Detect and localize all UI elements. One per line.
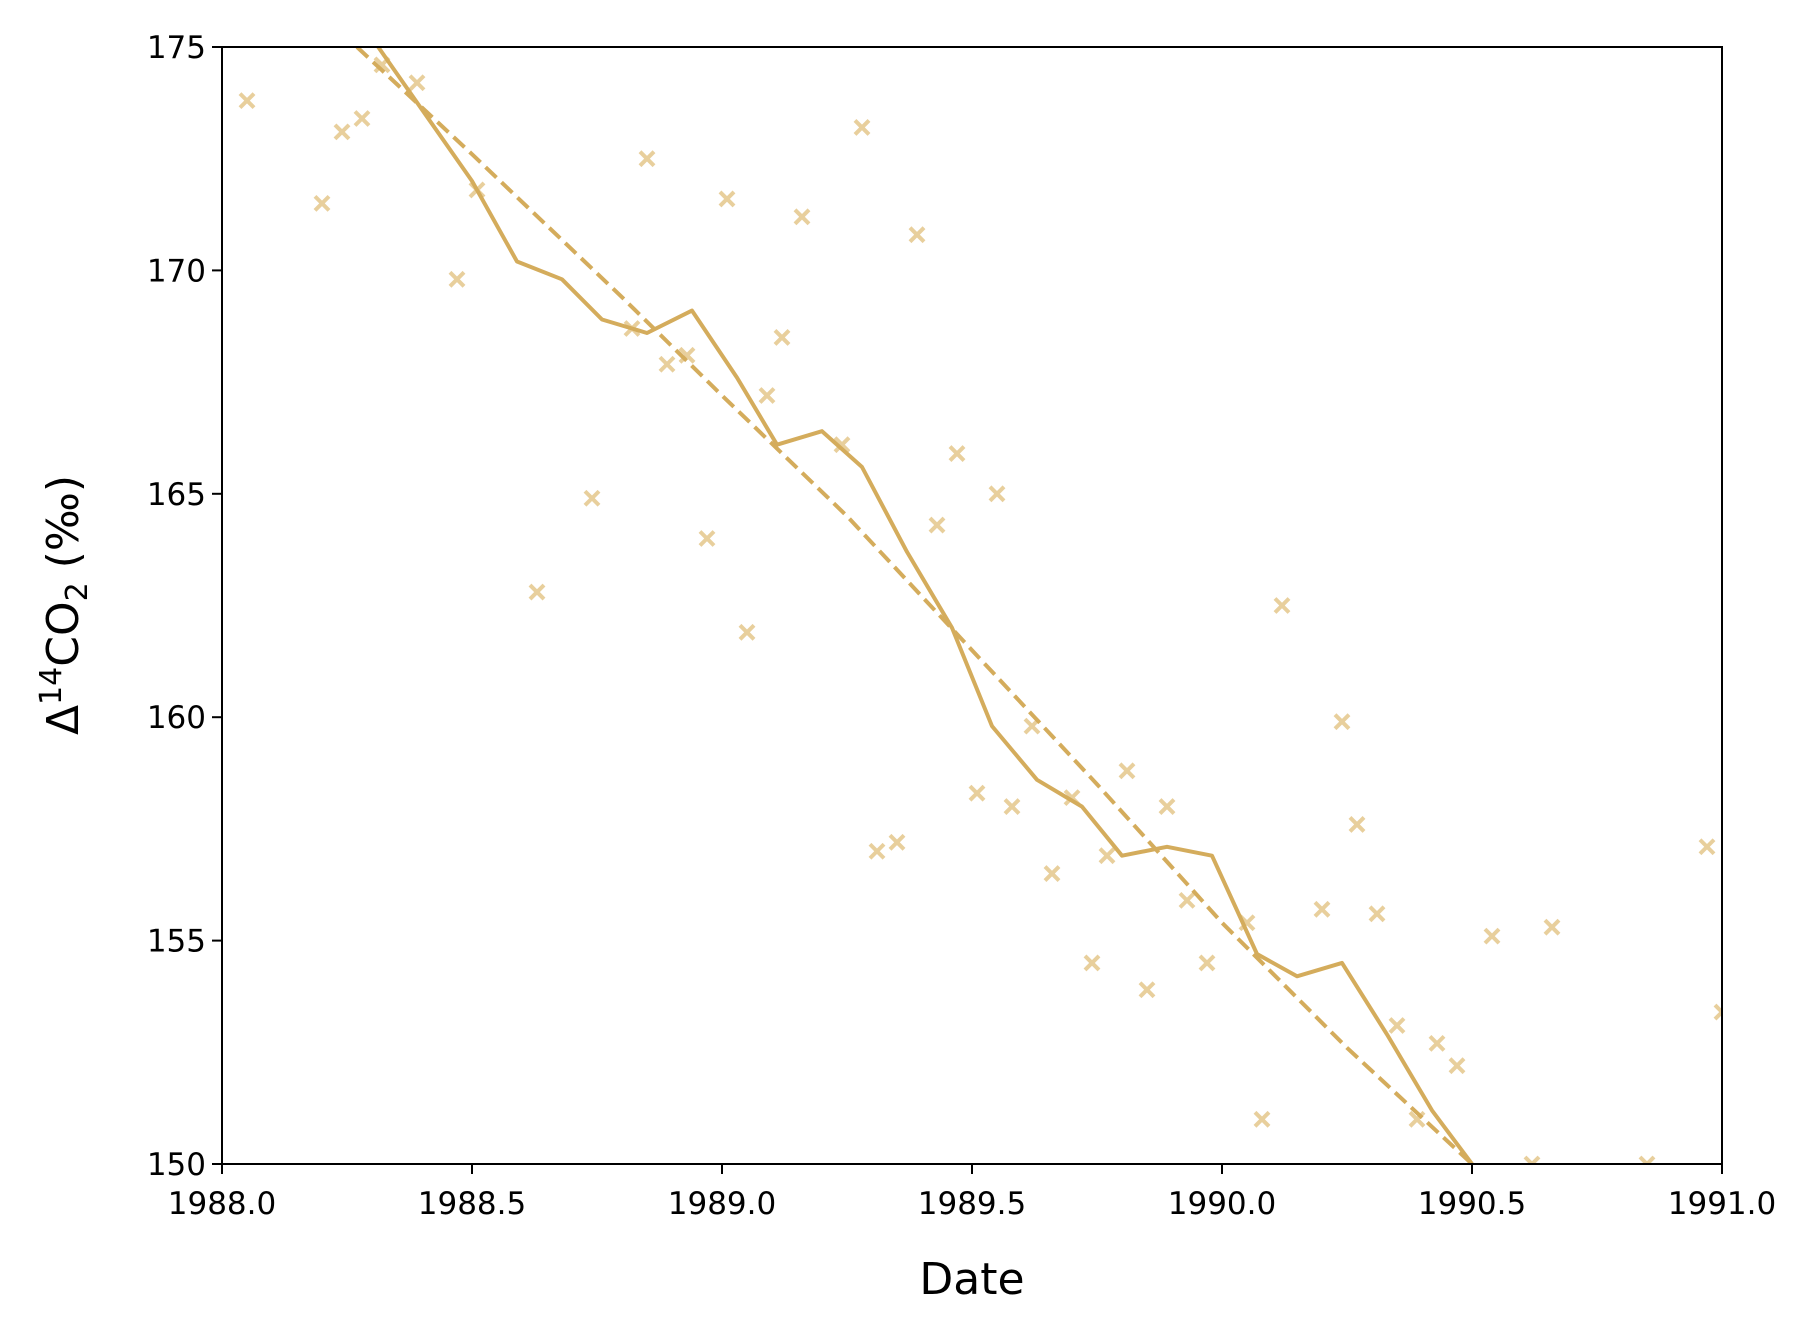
data-point-marker (718, 190, 736, 208)
data-point-marker (908, 226, 926, 244)
series-layer (238, 47, 1722, 1164)
data-point-marker (1428, 1034, 1446, 1052)
x-tick-label: 1989.5 (918, 1186, 1026, 1222)
y-tick-label: 175 (147, 30, 206, 66)
data-point-marker (1698, 838, 1716, 856)
data-point-marker (1483, 927, 1501, 945)
y-axis-title-prefix: Δ (38, 705, 89, 735)
y-axis-title: Δ14CO2 (‰) (34, 475, 95, 735)
data-point-marker (1333, 713, 1351, 731)
data-point-marker (353, 110, 371, 127)
data-point-marker (1043, 865, 1061, 882)
data-point-marker (1178, 891, 1196, 909)
data-point-marker (333, 123, 351, 141)
data-point-marker (758, 387, 776, 404)
data-point-marker (988, 485, 1006, 503)
data-point-marker (1138, 981, 1156, 999)
ticks-layer: 1988.0 1988.5 1989.0 1989.5 1990.0 1990.5 1991… (147, 30, 1776, 1222)
data-point-marker (1523, 1155, 1541, 1164)
x-axis-title: Date (919, 1254, 1024, 1305)
data-point-marker (888, 833, 906, 851)
data-point-marker (238, 92, 256, 110)
data-point-marker (313, 194, 331, 212)
data-point-marker (968, 784, 986, 802)
x-tick-label: 1990.0 (1168, 1186, 1276, 1222)
data-point-marker (833, 436, 851, 454)
data-point-marker (1638, 1155, 1656, 1164)
data-point-marker (1158, 798, 1176, 815)
trend-line-dashed (355, 47, 1474, 1164)
data-point-marker (678, 346, 696, 364)
data-point-marker (1118, 762, 1136, 780)
plot-background (222, 47, 1722, 1164)
data-point-marker (738, 623, 756, 641)
data-point-marker (448, 270, 466, 288)
data-point-marker (1098, 847, 1116, 865)
data-point-marker (1388, 1017, 1406, 1034)
y-axis-title-suffix: (‰) (38, 475, 89, 582)
x-tick-label: 1988.5 (418, 1186, 526, 1222)
data-point-marker (1253, 1110, 1271, 1128)
x-tick-label: 1991.0 (1668, 1186, 1776, 1222)
y-tick-label: 150 (147, 1147, 206, 1183)
data-point-marker (638, 150, 656, 168)
data-point-marker (868, 842, 886, 860)
y-axis-title-sub: 2 (60, 582, 95, 601)
smoothed-line (375, 47, 1474, 1164)
y-tick-label: 155 (147, 924, 206, 960)
data-point-marker (1273, 597, 1291, 614)
data-point-marker (1448, 1057, 1466, 1075)
data-point-marker (583, 489, 601, 507)
data-point-marker (928, 516, 946, 534)
data-point-marker (773, 329, 791, 346)
data-point-marker (1198, 954, 1216, 972)
y-axis-title-base: CO (38, 601, 89, 666)
data-point-marker (408, 74, 426, 92)
data-point-marker (698, 530, 716, 547)
data-point-marker (1313, 900, 1331, 918)
data-point-marker (853, 119, 871, 136)
x-tick-label: 1990.5 (1418, 1186, 1526, 1222)
x-tick-label: 1989.0 (668, 1186, 776, 1222)
x-tick-label: 1988.0 (168, 1186, 276, 1222)
data-point-marker (1348, 816, 1366, 833)
data-point-marker (1368, 905, 1386, 923)
data-point-marker (528, 583, 546, 601)
y-tick-label: 160 (147, 700, 206, 736)
y-tick-label: 170 (147, 253, 206, 289)
data-point-marker (1713, 1003, 1722, 1021)
data-point-marker (1083, 954, 1101, 972)
data-point-marker (1543, 918, 1561, 936)
data-point-marker (948, 445, 966, 463)
y-axis-title-sup: 14 (34, 667, 69, 705)
data-point-marker (1003, 798, 1021, 815)
y-tick-label: 165 (147, 477, 206, 513)
data-point-marker (658, 355, 676, 373)
data-point-marker (793, 208, 811, 226)
